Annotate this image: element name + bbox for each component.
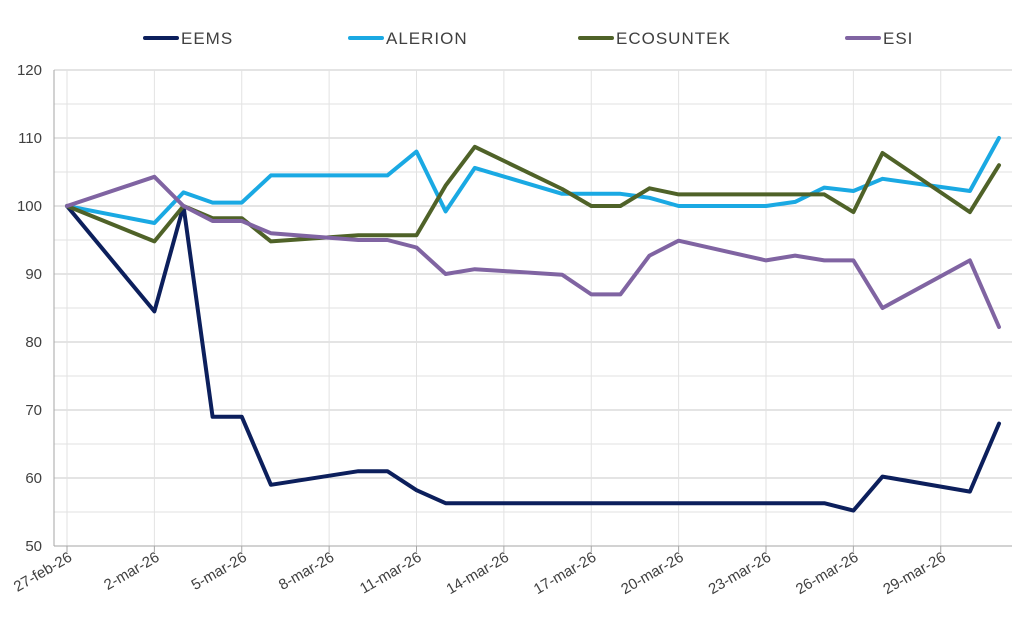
legend-item-alerion: ALERION [348,29,468,48]
y-tick-label: 120 [17,62,42,79]
legend: EEMS ALERION ECOSUNTEK ESI [143,29,913,48]
y-tick-label: 70 [25,402,42,419]
legend-label: ESI [883,29,913,48]
x-tick-label: 26-mar-26 [793,549,861,598]
legend-label: EEMS [181,29,233,48]
series-line-ecosuntek [65,144,1001,244]
legend-label: ECOSUNTEK [616,29,731,48]
x-tick-label: 27-feb-26 [11,549,75,596]
y-tick-label: 80 [25,334,42,351]
series-line-alerion [65,136,1001,225]
axes: 50 60 70 80 90 100 110 120 27-feb-26 2-mar-26 5-ma… [11,62,1012,598]
series-lines [65,136,1001,513]
legend-item-ecosuntek: ECOSUNTEK [578,29,731,48]
gridlines [54,69,1012,547]
series-line-esi [65,174,1001,329]
x-tick-label: 11-mar-26 [357,549,424,598]
y-tick-label: 50 [25,538,42,555]
legend-item-eems: EEMS [143,29,233,48]
legend-label: ALERION [386,29,468,48]
x-tick-label: 8-mar-26 [276,549,337,594]
legend-item-esi: ESI [845,29,913,48]
x-tick-label: 17-mar-26 [531,549,599,598]
x-tick-label: 5-mar-26 [189,549,250,594]
x-tick-label: 2-mar-26 [101,549,162,594]
series-line-eems [65,204,1001,513]
y-tick-label: 100 [17,198,42,215]
x-tick-label: 29-mar-26 [880,549,948,598]
y-tick-label: 90 [25,266,42,283]
x-tick-label: 20-mar-26 [618,549,686,598]
x-tick-label: 23-mar-26 [706,549,774,598]
y-tick-label: 110 [18,130,42,147]
y-tick-label: 60 [25,470,42,487]
x-tick-label: 14-mar-26 [443,549,511,598]
